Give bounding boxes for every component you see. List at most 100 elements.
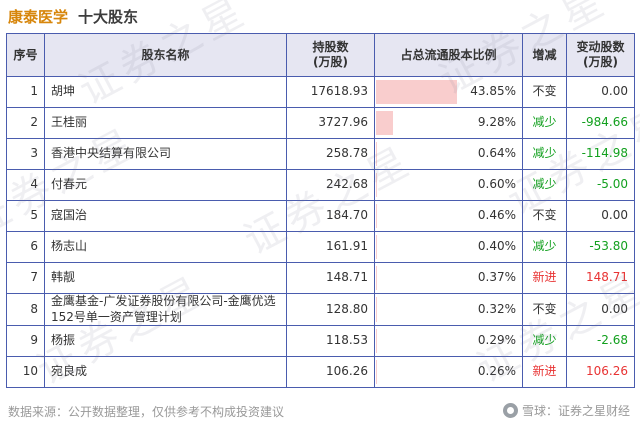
cell-shares: 118.53 bbox=[286, 325, 375, 358]
cell-shareholder-name: 胡坤 bbox=[44, 76, 287, 108]
cell-delta-shares: 0.00 bbox=[566, 200, 635, 232]
cell-change: 减少 bbox=[522, 169, 567, 201]
table-row: 9 杨振 118.53 0.29% 减少 -2.68 bbox=[6, 325, 635, 358]
table-row: 8 金鹰基金-广发证券股份有限公司-金鹰优选152号单一资产管理计划 128.80 0… bbox=[6, 292, 635, 327]
cell-shareholder-name: 王桂丽 bbox=[44, 107, 287, 139]
cell-delta-shares: 148.71 bbox=[566, 262, 635, 294]
cell-rank: 10 bbox=[6, 356, 45, 389]
cell-shares: 258.78 bbox=[286, 138, 375, 170]
cell-percent: 9.28% bbox=[374, 107, 523, 139]
cell-percent: 0.32% bbox=[374, 292, 523, 327]
cell-shares: 17618.93 bbox=[286, 76, 375, 108]
cell-delta-shares: 0.00 bbox=[566, 76, 635, 108]
title-suffix: 十大股东 bbox=[78, 8, 139, 26]
cell-percent: 0.37% bbox=[374, 262, 523, 294]
column-header: 序号 bbox=[6, 33, 45, 77]
table-row: 6 杨志山 161.91 0.40% 减少 -53.80 bbox=[6, 231, 635, 263]
table-row: 1 胡坤 17618.93 43.85% 不变 0.00 bbox=[6, 76, 635, 108]
column-header: 股东名称 bbox=[44, 33, 287, 77]
cell-rank: 6 bbox=[6, 231, 45, 263]
cell-change: 减少 bbox=[522, 107, 567, 139]
table-row: 3 香港中央结算有限公司 258.78 0.64% 减少 -114.98 bbox=[6, 138, 635, 170]
table-row: 4 付春元 242.68 0.60% 减少 -5.00 bbox=[6, 169, 635, 201]
percent-bar bbox=[376, 142, 378, 166]
cell-rank: 1 bbox=[6, 76, 45, 108]
cell-change: 减少 bbox=[522, 138, 567, 170]
percent-label: 9.28% bbox=[477, 115, 516, 130]
cell-shareholder-name: 金鹰基金-广发证券股份有限公司-金鹰优选152号单一资产管理计划 bbox=[44, 292, 287, 327]
cell-percent: 0.26% bbox=[374, 356, 523, 389]
percent-label: 0.60% bbox=[477, 177, 516, 192]
percent-label: 0.32% bbox=[477, 301, 516, 316]
cell-delta-shares: -5.00 bbox=[566, 169, 635, 201]
cell-rank: 7 bbox=[6, 262, 45, 294]
cell-percent: 0.64% bbox=[374, 138, 523, 170]
cell-shareholder-name: 韩靓 bbox=[44, 262, 287, 294]
cell-shareholder-name: 寇国治 bbox=[44, 200, 287, 232]
cell-shareholder-name: 杨志山 bbox=[44, 231, 287, 263]
cell-shares: 184.70 bbox=[286, 200, 375, 232]
stock-name: 康泰医学 bbox=[8, 8, 69, 26]
data-source-note: 数据来源：公开数据整理，仅供参考不构成投资建议 bbox=[8, 405, 285, 419]
cell-shares: 161.91 bbox=[286, 231, 375, 263]
cell-rank: 3 bbox=[6, 138, 45, 170]
cell-change: 新进 bbox=[522, 262, 567, 294]
cell-shares: 148.71 bbox=[286, 262, 375, 294]
table-row: 2 王桂丽 3727.96 9.28% 减少 -984.66 bbox=[6, 107, 635, 139]
column-header: 增减 bbox=[522, 33, 567, 77]
cell-shareholder-name: 杨振 bbox=[44, 325, 287, 358]
percent-label: 0.37% bbox=[477, 270, 516, 285]
cell-change: 减少 bbox=[522, 231, 567, 263]
xueqiu-logo-icon bbox=[502, 403, 518, 418]
cell-delta-shares: -53.80 bbox=[566, 231, 635, 263]
cell-change: 新进 bbox=[522, 356, 567, 389]
cell-change: 不变 bbox=[522, 76, 567, 108]
column-header: 持股数 (万股) bbox=[286, 33, 375, 77]
table-row: 7 韩靓 148.71 0.37% 新进 148.71 bbox=[6, 262, 635, 294]
percent-bar bbox=[376, 173, 378, 197]
table-row: 5 寇国治 184.70 0.46% 不变 0.00 bbox=[6, 200, 635, 232]
percent-bar bbox=[376, 111, 394, 135]
cell-delta-shares: -114.98 bbox=[566, 138, 635, 170]
cell-percent: 0.60% bbox=[374, 169, 523, 201]
cell-shareholder-name: 付春元 bbox=[44, 169, 287, 201]
cell-delta-shares: 106.26 bbox=[566, 356, 635, 389]
cell-percent: 0.40% bbox=[374, 231, 523, 263]
cell-change: 减少 bbox=[522, 325, 567, 358]
column-header: 变动股数 (万股) bbox=[566, 33, 635, 77]
cell-rank: 9 bbox=[6, 325, 45, 358]
brand-text: 雪球：证券之星财经 bbox=[521, 404, 630, 418]
cell-rank: 4 bbox=[6, 169, 45, 201]
cell-change: 不变 bbox=[522, 292, 567, 327]
cell-rank: 2 bbox=[6, 107, 45, 139]
column-header: 占总流通股本比例 bbox=[374, 33, 523, 77]
cell-percent: 43.85% bbox=[374, 76, 523, 108]
cell-percent: 0.46% bbox=[374, 200, 523, 232]
cell-shares: 242.68 bbox=[286, 169, 375, 201]
cell-percent: 0.29% bbox=[374, 325, 523, 358]
shareholder-table: 序号 股东名称 持股数 (万股) 占总流通股本比例 增减 变动股数 (万股) 1 胡坤 176… bbox=[6, 33, 635, 389]
percent-label: 0.26% bbox=[477, 364, 516, 379]
percent-bar bbox=[376, 297, 377, 323]
page-title: 康泰医学 十大股东 bbox=[8, 6, 138, 27]
cell-delta-shares: -2.68 bbox=[566, 325, 635, 358]
percent-bar bbox=[376, 204, 377, 228]
cell-delta-shares: -984.66 bbox=[566, 107, 635, 139]
cell-shares: 106.26 bbox=[286, 356, 375, 389]
brand: 雪球：证券之星财经 bbox=[502, 402, 630, 419]
header-row: 序号 股东名称 持股数 (万股) 占总流通股本比例 增减 变动股数 (万股) bbox=[6, 33, 635, 77]
percent-bar bbox=[376, 235, 377, 259]
percent-bar bbox=[376, 266, 377, 290]
percent-label: 0.46% bbox=[477, 208, 516, 223]
cell-rank: 8 bbox=[6, 292, 45, 327]
percent-label: 0.29% bbox=[477, 333, 516, 348]
cell-delta-shares: 0.00 bbox=[566, 292, 635, 327]
cell-shareholder-name: 宛良成 bbox=[44, 356, 287, 389]
table-body: 1 胡坤 17618.93 43.85% 不变 0.00 2 王桂丽 3727.96 9.28% 减… bbox=[6, 76, 635, 389]
percent-bar bbox=[376, 329, 377, 354]
percent-bar bbox=[376, 80, 457, 104]
cell-shares: 3727.96 bbox=[286, 107, 375, 139]
cell-shares: 128.80 bbox=[286, 292, 375, 327]
percent-label: 0.40% bbox=[477, 239, 516, 254]
